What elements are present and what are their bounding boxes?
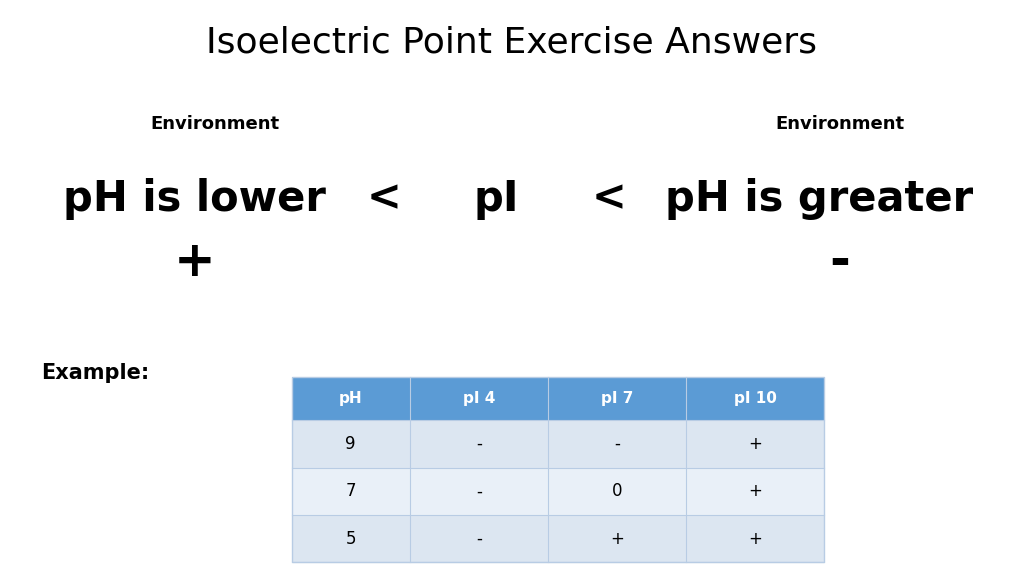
Text: pH: pH [339,391,362,407]
Bar [292,515,410,562]
Text: pI 7: pI 7 [601,391,633,407]
Text: -: - [614,435,620,453]
Bar [292,377,824,562]
Text: +: + [749,435,762,453]
Text: Example:: Example: [41,363,150,383]
Bar [292,420,410,468]
Text: pI 4: pI 4 [463,391,495,407]
Bar [686,468,824,515]
Bar [548,377,686,420]
Bar [410,420,548,468]
Text: -: - [476,529,481,548]
Text: 5: 5 [345,529,356,548]
Text: +: + [610,529,624,548]
Text: <: < [367,178,401,219]
Text: 9: 9 [345,435,356,453]
Bar [548,468,686,515]
Bar [410,515,548,562]
Bar [548,515,686,562]
Text: <: < [592,178,627,219]
Bar [410,468,548,515]
Text: -: - [476,435,481,453]
Text: -: - [476,482,481,501]
Bar [548,420,686,468]
Bar [686,377,824,420]
Text: +: + [749,482,762,501]
Bar [292,468,410,515]
Text: pH is lower: pH is lower [63,178,326,219]
Bar [292,377,410,420]
Text: 7: 7 [345,482,356,501]
Text: 0: 0 [611,482,623,501]
Text: Isoelectric Point Exercise Answers: Isoelectric Point Exercise Answers [207,26,817,60]
Bar [410,377,548,420]
Text: pI: pI [474,178,519,219]
Text: Environment: Environment [775,115,904,133]
Text: pH is greater: pH is greater [666,178,973,219]
Text: +: + [749,529,762,548]
Text: +: + [174,238,215,286]
Bar [686,420,824,468]
Text: pI 10: pI 10 [734,391,776,407]
Text: Environment: Environment [151,115,280,133]
Text: -: - [829,238,850,286]
Bar [686,515,824,562]
